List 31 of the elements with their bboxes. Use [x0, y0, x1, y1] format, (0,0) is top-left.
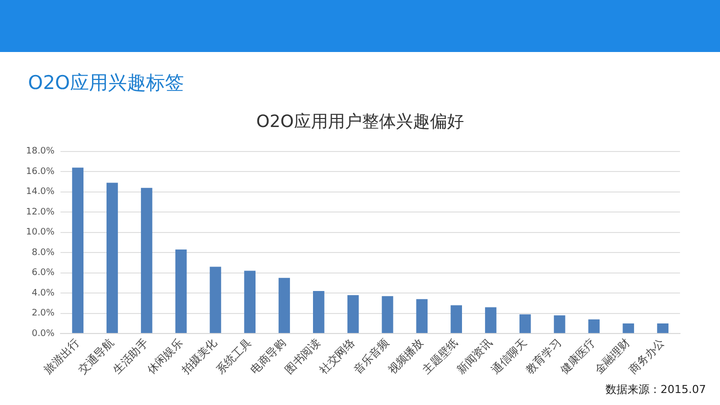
- bar: [278, 278, 290, 334]
- bar: [554, 315, 566, 334]
- chart-subtitle: O2O应用用户整体兴趣偏好: [255, 111, 465, 133]
- bar: [519, 314, 531, 334]
- y-tick-label: 14.0%: [26, 187, 56, 198]
- y-tick-label: 10.0%: [26, 228, 56, 238]
- bar: [416, 299, 428, 334]
- bar: [313, 291, 324, 334]
- y-tick-label: 0.0%: [32, 328, 56, 339]
- bar: [72, 168, 84, 334]
- bar: [244, 270, 256, 334]
- y-tick-label: 2.0%: [32, 308, 56, 319]
- bar: [106, 182, 118, 334]
- bar: [450, 305, 462, 334]
- bar: [657, 323, 668, 334]
- bar: [622, 323, 634, 334]
- y-tick-label: 6.0%: [32, 268, 56, 278]
- source-note: 数据来源：2015.07: [606, 382, 706, 397]
- y-tick-label: 16.0%: [26, 166, 56, 177]
- y-tick-label: 4.0%: [32, 288, 56, 298]
- chart-title: O2O应用兴趣标签: [28, 71, 184, 96]
- bar: [485, 307, 496, 334]
- y-tick-label: 18.0%: [26, 146, 56, 157]
- bar: [588, 319, 600, 334]
- y-tick-label: 8.0%: [32, 248, 56, 258]
- y-tick-label: 12.0%: [26, 207, 56, 218]
- bar: [175, 250, 187, 334]
- bar: [210, 266, 222, 334]
- bar: [347, 295, 359, 334]
- bar: [382, 296, 394, 334]
- bar: [140, 188, 152, 334]
